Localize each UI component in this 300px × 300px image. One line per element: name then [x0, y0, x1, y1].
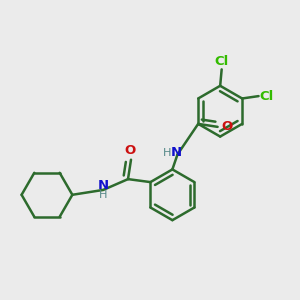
Text: N: N: [98, 179, 109, 192]
Text: Cl: Cl: [260, 90, 274, 103]
Text: Cl: Cl: [214, 55, 229, 68]
Text: H: H: [99, 190, 107, 200]
Text: N: N: [170, 146, 182, 160]
Text: O: O: [124, 144, 135, 157]
Text: H: H: [163, 148, 171, 158]
Text: O: O: [221, 120, 233, 134]
